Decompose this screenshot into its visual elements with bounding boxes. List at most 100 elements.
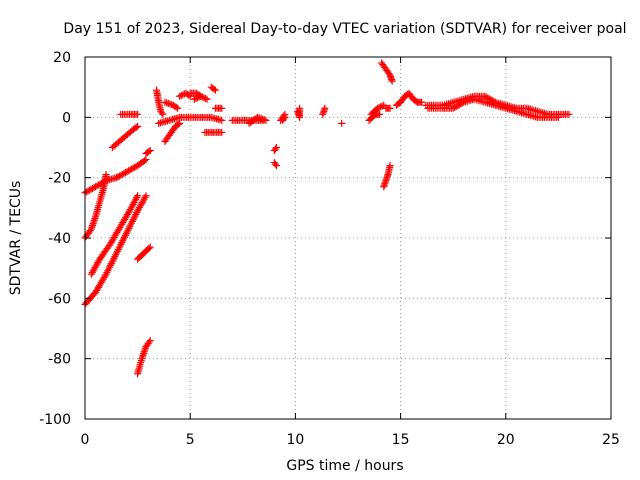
data-point — [91, 215, 99, 223]
x-tick-label: 20 — [497, 432, 515, 448]
data-point — [385, 70, 393, 78]
data-point — [113, 174, 121, 182]
data-point — [141, 193, 149, 201]
data-point — [455, 101, 463, 109]
data-point — [218, 116, 226, 124]
data-point — [146, 147, 154, 155]
data-point — [386, 162, 394, 170]
data-point — [259, 115, 267, 123]
data-point — [87, 225, 95, 233]
data-point — [452, 103, 460, 111]
data-point — [554, 113, 562, 121]
data-point — [449, 104, 457, 112]
data-point — [89, 184, 97, 192]
data-point — [195, 91, 203, 99]
data-point — [140, 348, 148, 356]
data-point — [211, 86, 219, 94]
x-tick-label: 15 — [392, 432, 410, 448]
data-point — [128, 165, 136, 173]
data-point — [132, 123, 140, 131]
data-point — [122, 168, 130, 176]
data-point — [457, 100, 465, 108]
data-point — [96, 180, 104, 188]
data-point — [271, 145, 279, 153]
x-axis-label: GPS time / hours — [286, 458, 403, 474]
data-point — [338, 119, 346, 127]
data-point — [271, 160, 279, 168]
x-tick-label: 0 — [81, 432, 90, 448]
y-tick-label: -20 — [48, 171, 71, 187]
data-point — [131, 163, 139, 171]
data-point — [168, 101, 176, 109]
data-point — [272, 144, 280, 151]
data-point — [93, 182, 101, 190]
data-point — [375, 104, 383, 112]
y-tick-label: 20 — [53, 50, 71, 66]
data-point — [386, 104, 394, 112]
data-point — [86, 186, 94, 194]
data-point — [90, 216, 98, 224]
data-point — [146, 337, 154, 345]
data-point — [458, 99, 466, 107]
data-point — [119, 170, 127, 178]
data-point — [481, 92, 489, 100]
data-point — [451, 103, 459, 111]
data-point — [133, 193, 141, 201]
data-point — [140, 349, 148, 357]
data-point — [88, 223, 96, 231]
data-point — [164, 99, 172, 107]
data-point — [190, 95, 198, 103]
axis-ticks: 0 5 10 15 20 25 -100 -80 -60 -40 -20 0 20 — [39, 50, 620, 448]
data-point — [120, 169, 128, 177]
data-point — [454, 102, 462, 110]
y-tick-label: -60 — [48, 291, 71, 307]
y-axis-label: SDTVAR / TECUs — [8, 181, 24, 296]
data-point — [141, 157, 149, 165]
data-point — [158, 109, 166, 117]
data-point — [388, 77, 396, 85]
data-point — [161, 98, 169, 106]
data-point — [138, 353, 146, 361]
data-point — [210, 85, 218, 93]
data-point — [90, 218, 98, 226]
data-point — [87, 185, 95, 193]
data-point — [321, 104, 329, 112]
data-point — [134, 122, 142, 130]
data-point — [177, 91, 185, 99]
data-point — [146, 243, 154, 251]
data-point — [163, 99, 171, 107]
chart-title: Day 151 of 2023, Sidereal Day-to-day VTE… — [63, 21, 626, 37]
data-point — [373, 104, 381, 112]
data-point — [89, 222, 97, 230]
data-point — [255, 114, 263, 122]
data-point — [376, 110, 384, 118]
data-point — [86, 226, 94, 234]
data-point — [125, 167, 133, 175]
data-point — [281, 113, 289, 121]
data-point — [134, 192, 142, 200]
data-point — [262, 116, 270, 124]
data-point — [174, 104, 182, 112]
data-point — [102, 171, 110, 179]
data-point — [114, 173, 122, 181]
data-point — [254, 113, 262, 121]
data-point — [92, 183, 100, 191]
data-point — [138, 355, 146, 363]
data-point — [84, 187, 92, 195]
data-point — [272, 162, 280, 170]
data-point — [123, 168, 131, 176]
data-point — [117, 171, 125, 179]
x-tick-label: 10 — [286, 432, 304, 448]
data-point — [197, 92, 205, 100]
data-point — [203, 95, 211, 103]
data-point — [565, 110, 573, 118]
data-point — [218, 128, 226, 136]
data-point — [487, 96, 495, 104]
data-point — [260, 116, 268, 124]
data-point — [159, 110, 167, 118]
data-point — [378, 102, 386, 110]
data-point — [129, 164, 137, 172]
data-point — [176, 92, 184, 100]
x-tick-label: 25 — [602, 432, 620, 448]
data-point — [257, 115, 265, 123]
